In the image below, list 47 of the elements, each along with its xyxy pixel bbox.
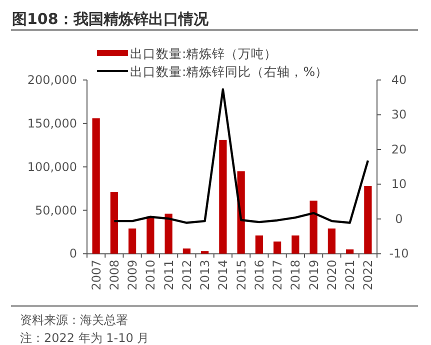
legend-label: 出口数量:精炼锌（万吨） [130,46,278,61]
x-tick-label: 2009 [126,260,140,290]
bar [110,192,118,254]
bar [182,248,190,254]
y-tick-label: 200,000 [27,73,77,87]
bar [219,140,227,254]
x-tick-label: 2013 [198,260,212,290]
y2-tick-label: 30 [391,108,407,122]
x-tick-label: 2022 [361,260,376,290]
y2-tick-label: -10 [389,246,409,261]
y-tick-label: 50,000 [35,203,77,218]
bar [255,235,263,254]
y2-tick-label: 20 [391,142,407,156]
x-tick-label: 2019 [306,260,321,290]
y2-tick-label: 40 [391,73,407,87]
bar [274,242,282,254]
bar [201,251,209,254]
bar [346,249,354,254]
x-tick-label: 2017 [270,260,285,290]
bar [310,200,318,254]
bar [92,118,100,254]
x-tick-label: 2018 [288,260,303,290]
text: 资料来源：海关总署 [20,313,128,327]
bar [128,228,136,254]
bar [292,235,300,254]
x-tick-label: 2007 [89,260,104,290]
bar [164,214,172,254]
bar [328,228,336,254]
y2-tick-label: 0 [395,212,403,226]
x-tick-label: 2014 [216,260,230,290]
x-tick-label: 2011 [162,260,176,290]
legend-label: 出口数量:精炼锌同比（右轴，%） [130,64,328,79]
x-tick-label: 2008 [107,260,122,290]
y-tick-label: 150,000 [27,116,77,130]
x-tick-label: 2021 [343,260,358,290]
y2-tick-label: 10 [391,177,407,192]
y-tick-label: 0 [69,246,77,261]
x-tick-label: 2020 [324,260,339,290]
bar [364,186,372,254]
chart-title: 图108：我国精炼锌出口情况 [12,10,210,28]
x-tick-label: 2016 [252,260,266,290]
x-tick-label: 2012 [180,260,194,290]
text: 注：2022 年为 1-10 月 [20,331,150,345]
y-tick-label: 100,000 [27,160,77,174]
x-tick-label: 2010 [144,260,158,290]
bar [146,216,154,254]
x-tick-label: 2015 [234,260,248,290]
